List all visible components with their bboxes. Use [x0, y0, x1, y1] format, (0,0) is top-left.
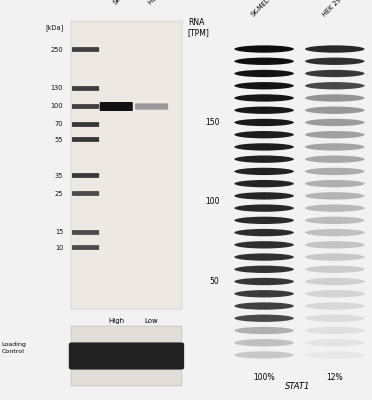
Ellipse shape: [305, 241, 365, 248]
Ellipse shape: [234, 94, 294, 102]
Ellipse shape: [305, 192, 365, 200]
Ellipse shape: [305, 351, 365, 359]
Ellipse shape: [234, 339, 294, 346]
Text: HEK 293: HEK 293: [321, 0, 345, 18]
Text: 70: 70: [55, 122, 63, 128]
Ellipse shape: [234, 192, 294, 200]
Ellipse shape: [234, 302, 294, 310]
Text: 100%: 100%: [253, 373, 275, 382]
Ellipse shape: [305, 131, 365, 138]
Text: SK-MEL-30: SK-MEL-30: [112, 0, 142, 6]
FancyBboxPatch shape: [72, 104, 99, 109]
Ellipse shape: [305, 106, 365, 114]
Text: 130: 130: [51, 86, 63, 92]
FancyBboxPatch shape: [72, 86, 99, 91]
Ellipse shape: [234, 70, 294, 77]
Ellipse shape: [234, 241, 294, 248]
FancyBboxPatch shape: [69, 342, 184, 370]
Text: SK-MEL-30: SK-MEL-30: [251, 0, 279, 18]
FancyBboxPatch shape: [72, 230, 99, 235]
Ellipse shape: [234, 217, 294, 224]
Ellipse shape: [305, 82, 365, 90]
FancyBboxPatch shape: [71, 326, 182, 386]
Text: 250: 250: [51, 46, 63, 52]
Ellipse shape: [305, 180, 365, 187]
Ellipse shape: [234, 229, 294, 236]
FancyBboxPatch shape: [72, 173, 99, 178]
Text: 35: 35: [55, 172, 63, 178]
Text: 12%: 12%: [327, 373, 343, 382]
Text: 10: 10: [55, 244, 63, 250]
Text: 55: 55: [55, 136, 63, 142]
Text: 50: 50: [210, 277, 219, 286]
Text: Low: Low: [145, 318, 158, 324]
Ellipse shape: [305, 217, 365, 224]
Ellipse shape: [234, 204, 294, 212]
Text: High: High: [108, 318, 124, 324]
Text: HEK 293: HEK 293: [147, 0, 173, 6]
Text: 15: 15: [55, 230, 63, 236]
Ellipse shape: [305, 168, 365, 175]
Ellipse shape: [234, 351, 294, 359]
Ellipse shape: [234, 45, 294, 53]
Ellipse shape: [234, 131, 294, 138]
Ellipse shape: [234, 314, 294, 322]
Ellipse shape: [305, 302, 365, 310]
Ellipse shape: [234, 327, 294, 334]
Ellipse shape: [234, 82, 294, 90]
Ellipse shape: [305, 204, 365, 212]
Ellipse shape: [234, 253, 294, 261]
Text: [kDa]: [kDa]: [45, 24, 63, 31]
Ellipse shape: [234, 278, 294, 285]
Ellipse shape: [305, 45, 365, 53]
Ellipse shape: [305, 327, 365, 334]
Ellipse shape: [305, 229, 365, 236]
Ellipse shape: [305, 143, 365, 151]
Text: RNA
[TPM]: RNA [TPM]: [188, 18, 210, 37]
Ellipse shape: [305, 314, 365, 322]
Ellipse shape: [234, 156, 294, 163]
Ellipse shape: [305, 94, 365, 102]
Text: 100: 100: [205, 198, 219, 206]
Text: 100: 100: [51, 104, 63, 110]
Ellipse shape: [234, 143, 294, 151]
FancyBboxPatch shape: [72, 122, 99, 127]
Ellipse shape: [305, 58, 365, 65]
FancyBboxPatch shape: [72, 47, 99, 52]
Ellipse shape: [234, 168, 294, 175]
FancyBboxPatch shape: [135, 103, 168, 110]
FancyBboxPatch shape: [71, 21, 182, 309]
Text: 150: 150: [205, 118, 219, 127]
Ellipse shape: [234, 119, 294, 126]
Text: STAT1: STAT1: [285, 382, 310, 391]
Ellipse shape: [305, 339, 365, 346]
Ellipse shape: [305, 156, 365, 163]
Ellipse shape: [305, 70, 365, 77]
Ellipse shape: [234, 58, 294, 65]
Ellipse shape: [234, 106, 294, 114]
Ellipse shape: [234, 266, 294, 273]
FancyBboxPatch shape: [72, 245, 99, 250]
Ellipse shape: [234, 290, 294, 298]
Ellipse shape: [305, 119, 365, 126]
Ellipse shape: [305, 266, 365, 273]
Ellipse shape: [305, 278, 365, 285]
Ellipse shape: [305, 253, 365, 261]
FancyBboxPatch shape: [72, 191, 99, 196]
FancyBboxPatch shape: [100, 102, 133, 111]
Ellipse shape: [234, 180, 294, 187]
Ellipse shape: [305, 290, 365, 298]
Text: 25: 25: [55, 190, 63, 196]
FancyBboxPatch shape: [72, 137, 99, 142]
Text: Loading
Control: Loading Control: [2, 342, 27, 354]
